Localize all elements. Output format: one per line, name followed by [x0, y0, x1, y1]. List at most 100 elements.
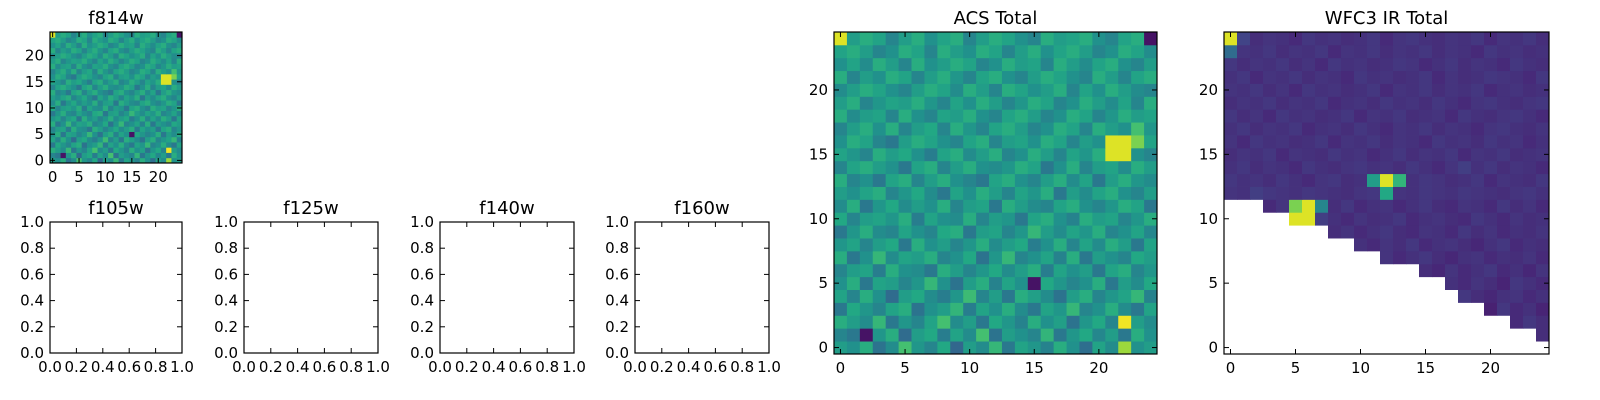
- heatmap-cell: [1341, 83, 1355, 97]
- heatmap-cell: [171, 110, 178, 117]
- heatmap-cell: [1380, 96, 1394, 110]
- heatmap-cell: [150, 131, 156, 138]
- heatmap-cell: [1144, 302, 1158, 316]
- heatmap-cell: [160, 52, 167, 59]
- heatmap-cell: [92, 157, 98, 164]
- heatmap-cell: [1393, 225, 1407, 239]
- heatmap-cell: [71, 147, 77, 153]
- heatmap-cell: [139, 157, 146, 164]
- heatmap-cell: [1536, 160, 1550, 175]
- heatmap-cell: [989, 173, 1003, 187]
- heatmap-cell: [155, 47, 162, 54]
- heatmap-cell: [1445, 160, 1459, 175]
- y-tick-label: 0.8: [605, 239, 629, 257]
- heatmap-cell: [859, 289, 874, 303]
- heatmap-cell: [1118, 315, 1132, 329]
- heatmap-cell: [176, 147, 183, 153]
- heatmap-cell: [1523, 315, 1537, 329]
- heatmap-cell: [885, 173, 899, 187]
- axes-frame: [1223, 31, 1550, 355]
- heatmap-cell: [155, 94, 162, 101]
- heatmap-cell: [1445, 96, 1459, 110]
- heatmap-cell: [963, 186, 977, 200]
- heatmap-cell: [1053, 70, 1067, 84]
- y-tick-label: 10: [25, 99, 44, 117]
- heatmap-cell: [1432, 250, 1446, 265]
- y-tick-label: 0.0: [410, 344, 434, 362]
- heatmap-cell: [97, 68, 104, 75]
- heatmap-cell: [872, 109, 887, 123]
- heatmap-cell: [166, 32, 172, 38]
- heatmap-cell: [1536, 250, 1550, 265]
- heatmap-cell: [65, 115, 72, 122]
- heatmap-cell: [1328, 225, 1342, 239]
- heatmap-cell: [139, 47, 146, 54]
- heatmap-cells: [50, 32, 183, 164]
- heatmap-cell: [898, 122, 912, 136]
- heatmap-cell: [65, 37, 72, 43]
- heatmap-cell: [898, 341, 912, 355]
- heatmap-cell: [989, 302, 1003, 316]
- heatmap-cell: [1131, 186, 1145, 200]
- heatmap-cell: [134, 89, 141, 96]
- heatmap-cell: [1315, 173, 1329, 187]
- heatmap-cell: [1027, 160, 1042, 175]
- heatmap-cell: [1393, 44, 1407, 59]
- heatmap-cell: [108, 52, 114, 59]
- heatmap-cell: [1289, 32, 1303, 46]
- heatmap-cell: [171, 121, 178, 127]
- heatmap-cell: [1432, 186, 1446, 200]
- heatmap-cell: [65, 110, 72, 117]
- heatmap-cell: [118, 152, 125, 159]
- heatmap-cell: [1105, 147, 1119, 162]
- x-tick-label: 0.4: [677, 358, 701, 376]
- heatmap-cell: [97, 58, 104, 64]
- heatmap-cell: [155, 121, 162, 127]
- x-tick-label: 20: [1481, 359, 1500, 377]
- heatmap-cell: [113, 68, 120, 75]
- heatmap-cell: [1419, 96, 1433, 110]
- heatmap-cell: [1092, 173, 1106, 187]
- heatmap-cell: [1014, 225, 1029, 239]
- heatmap-cell: [1066, 135, 1080, 149]
- heatmap-cell: [1445, 186, 1459, 200]
- heatmap-cell: [989, 160, 1003, 175]
- heatmap-cell: [1027, 302, 1042, 316]
- heatmap-cell: [55, 110, 61, 117]
- heatmap-cell: [81, 121, 88, 127]
- heatmap-cell: [1250, 96, 1264, 110]
- y-tick-label: 1.0: [20, 213, 44, 231]
- heatmap-cell: [1523, 135, 1537, 149]
- heatmap-cell: [145, 94, 151, 101]
- heatmap-cell: [1328, 57, 1342, 72]
- heatmap-cell: [108, 68, 114, 75]
- heatmap-cell: [1484, 302, 1498, 316]
- heatmap-cell: [1079, 263, 1093, 278]
- heatmap-cell: [1406, 225, 1420, 239]
- heatmap-cell: [1014, 302, 1029, 316]
- heatmap-cell: [1471, 250, 1485, 265]
- heatmap-cell: [1510, 238, 1524, 252]
- heatmap-cell: [1118, 83, 1132, 97]
- heatmap-cell: [963, 173, 977, 187]
- heatmap-cell: [1315, 186, 1329, 200]
- heatmap-cell: [176, 42, 183, 49]
- heatmap-cell: [1302, 186, 1316, 200]
- heatmap-cell: [86, 100, 93, 106]
- heatmap-cell: [1432, 44, 1446, 59]
- heatmap-cell: [963, 289, 977, 303]
- heatmap-cell: [134, 52, 141, 59]
- heatmap-cell: [65, 121, 72, 127]
- heatmap-cell: [1066, 173, 1080, 187]
- heatmap-cell: [155, 100, 162, 106]
- heatmap-cell: [92, 115, 98, 122]
- heatmap-cell: [97, 52, 104, 59]
- heatmap-cell: [134, 94, 141, 101]
- heatmap-cell: [1079, 96, 1093, 110]
- heatmap-cell: [1406, 186, 1420, 200]
- heatmap-cell: [1523, 147, 1537, 162]
- heatmap-cell: [1445, 57, 1459, 72]
- heatmap-cell: [924, 109, 938, 123]
- heatmap-cell: [176, 126, 183, 132]
- y-tick-label: 20: [809, 81, 828, 99]
